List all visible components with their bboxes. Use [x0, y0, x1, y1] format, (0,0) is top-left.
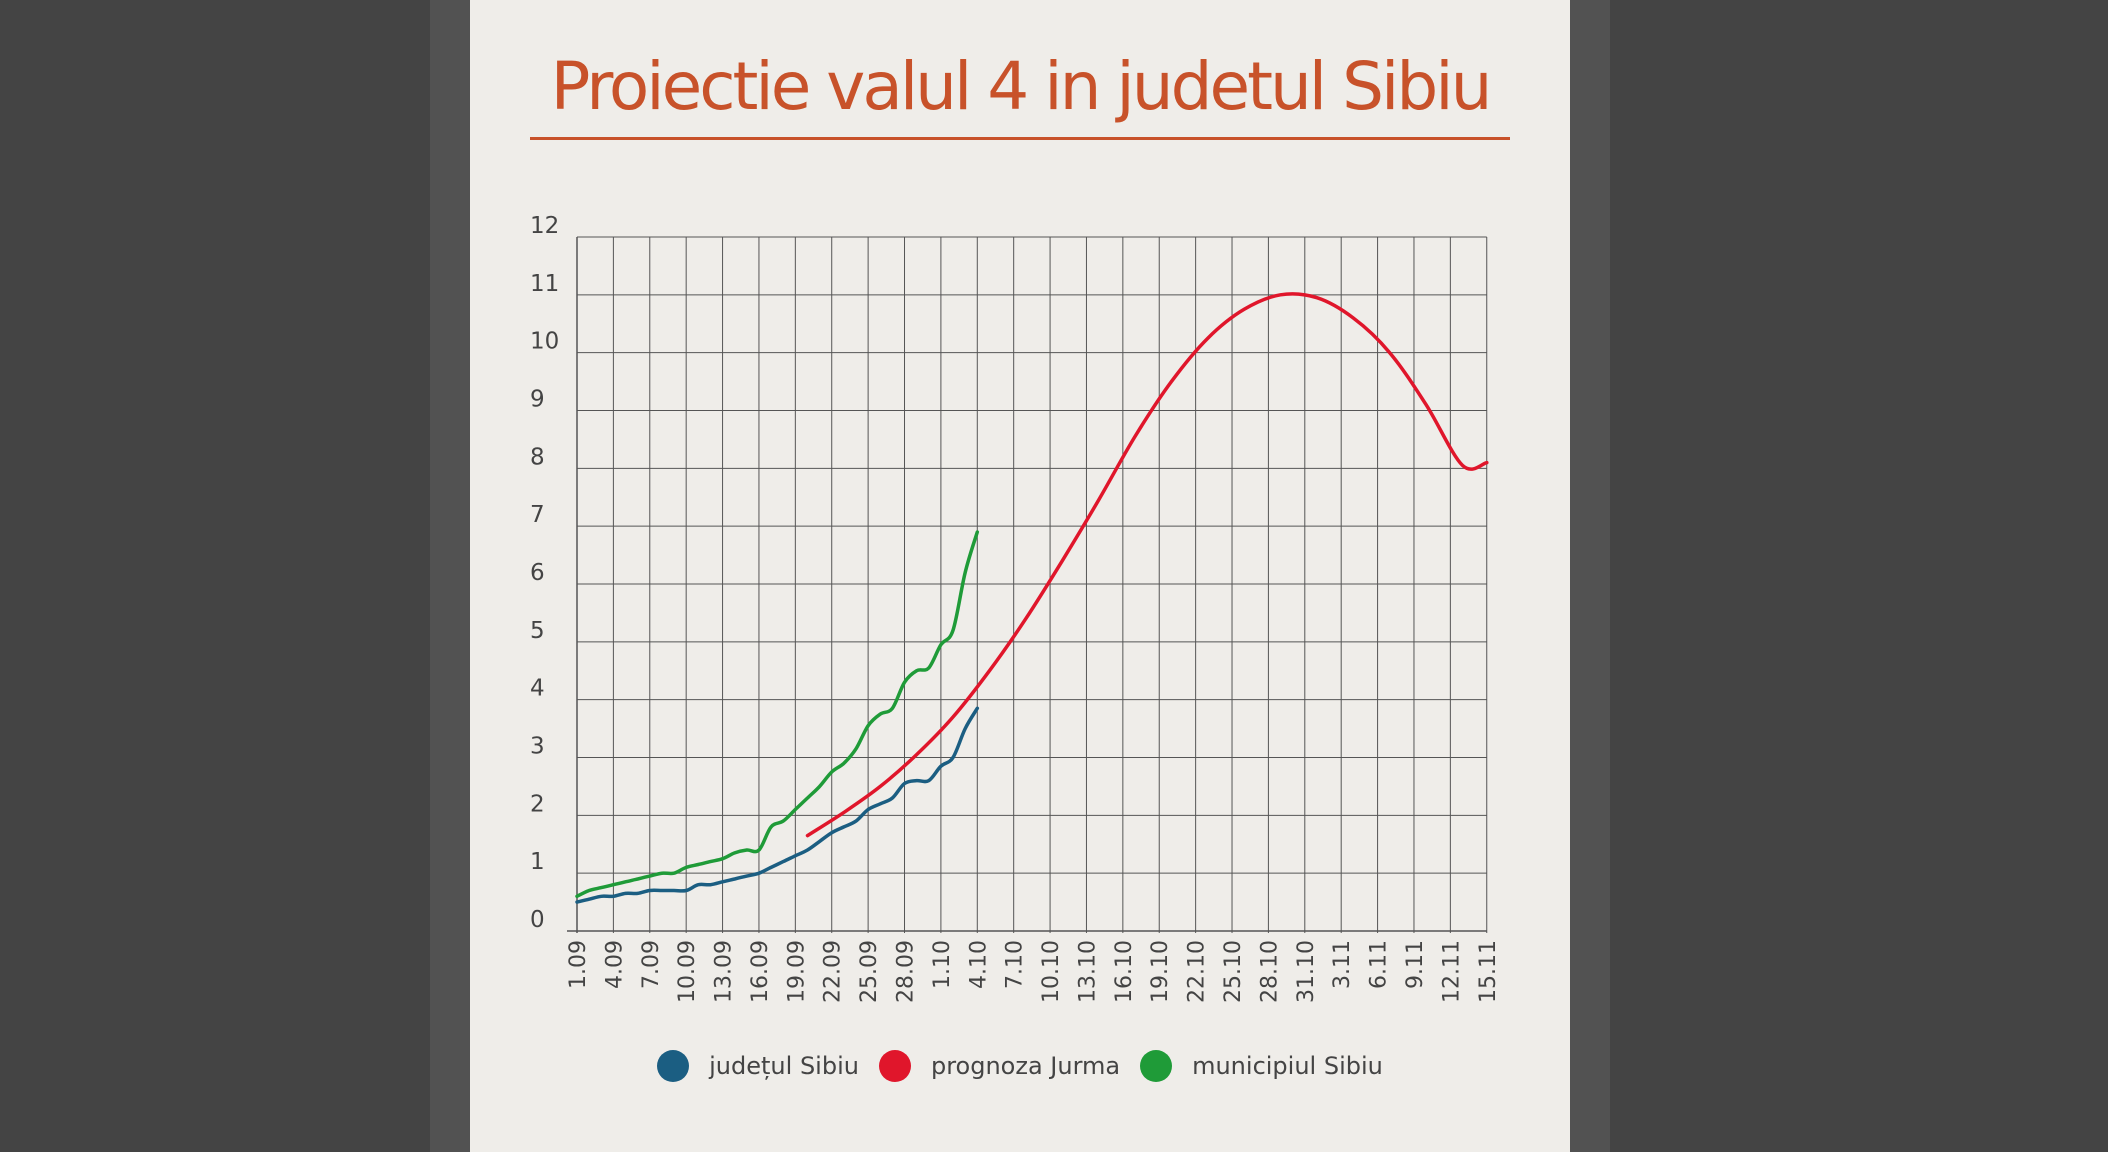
legend-marker-prognoza	[878, 1050, 911, 1082]
y-tick-label: 0	[530, 907, 545, 933]
legend-label-prognoza: prognoza Jurma	[930, 1052, 1121, 1080]
y-tick-label: 12	[530, 213, 559, 239]
x-tick-label: 10.09	[675, 940, 700, 1003]
y-tick-label: 4	[530, 676, 545, 702]
x-tick-label: 4.10	[966, 940, 991, 989]
x-tick-label: 19.09	[784, 940, 809, 1003]
series-line-prognoza-jurma	[805, 292, 1489, 838]
x-tick-label: 28.10	[1257, 940, 1282, 1003]
x-tick-label: 22.09	[821, 940, 846, 1003]
x-tick-label: 13.09	[712, 940, 737, 1003]
x-tick-label: 16.10	[1112, 940, 1137, 1003]
x-tick-label: 12.11	[1439, 940, 1464, 1003]
y-tick-label: 6	[530, 560, 545, 586]
legend-label-judet: județul Sibiu	[709, 1052, 859, 1080]
left-frame-strip	[430, 0, 470, 1152]
legend-marker-municipiu	[1140, 1050, 1173, 1082]
x-tick-label: 16.09	[748, 940, 773, 1003]
legend: județul Sibiu prognoza Jurma municipiul …	[470, 1050, 1570, 1082]
x-tick-label: 19.10	[1148, 940, 1173, 1003]
x-tick-label: 25.09	[857, 940, 882, 1003]
y-tick-label: 11	[530, 271, 559, 297]
x-tick-label: 7.10	[1003, 940, 1028, 989]
x-tick-label: 6.11	[1367, 940, 1392, 989]
series-line-municipiul-sibiu	[575, 530, 980, 899]
x-tick-label: 7.09	[639, 940, 664, 989]
x-tick-label: 4.09	[602, 940, 627, 989]
legend-item-prognoza: prognoza Jurma	[878, 1050, 1121, 1082]
x-tick-label: 10.10	[1039, 940, 1064, 1003]
legend-item-judet: județul Sibiu	[657, 1050, 859, 1082]
y-tick-label: 10	[530, 329, 559, 355]
legend-item-municipiu: municipiul Sibiu	[1140, 1050, 1383, 1082]
x-tick-label: 1.09	[566, 940, 591, 989]
y-tick-label: 8	[530, 444, 545, 470]
x-tick-label: 28.09	[894, 940, 919, 1003]
y-tick-label: 9	[530, 387, 545, 413]
x-tick-label: 31.10	[1294, 940, 1319, 1003]
legend-label-municipiu: municipiul Sibiu	[1192, 1052, 1383, 1080]
title-underline	[530, 137, 1510, 140]
y-tick-label: 1	[530, 849, 545, 875]
y-tick-label: 5	[530, 618, 545, 644]
x-tick-label: 3.11	[1330, 940, 1355, 989]
x-tick-label: 15.11	[1476, 940, 1501, 1003]
chart-title: Proiectie valul 4 in judetul Sibiu	[550, 48, 1493, 125]
y-tick-label: 3	[530, 734, 545, 760]
series-line-judet-sibiu	[575, 706, 980, 904]
x-tick-label: 25.10	[1221, 940, 1246, 1003]
x-tick-label: 9.11	[1403, 940, 1428, 989]
right-frame-strip	[1570, 0, 1610, 1152]
y-tick-label: 7	[530, 502, 545, 528]
x-tick-label: 22.10	[1185, 940, 1210, 1003]
x-tick-label: 13.10	[1075, 940, 1100, 1003]
legend-marker-judet	[657, 1050, 690, 1082]
y-tick-label: 2	[530, 791, 545, 817]
x-tick-label: 1.10	[930, 940, 955, 989]
